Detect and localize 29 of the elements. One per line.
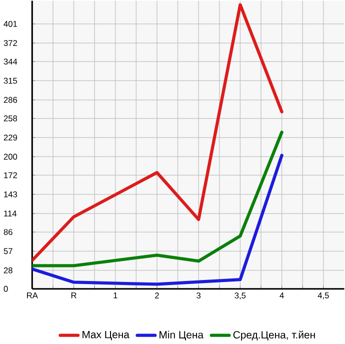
y-tick-label: 344 [4, 58, 18, 64]
y-tick-label: 315 [4, 78, 18, 84]
y-tick-label: 372 [4, 40, 17, 46]
line-series [32, 130, 284, 268]
y-tick-label: 258 [4, 115, 18, 122]
y-tick-label: 200 [4, 154, 18, 160]
y-tick-label: 286 [4, 96, 18, 103]
y-tick-label: 172 [4, 172, 17, 178]
x-tick-label: RA [27, 292, 38, 298]
legend-label: Сред.Цена, т.йен [233, 330, 315, 341]
x-tick-label: 3,5 [234, 292, 246, 300]
x-tick-label: R [71, 292, 76, 298]
y-tick-label: 114 [4, 210, 17, 216]
y-tick-label: 0 [4, 286, 8, 292]
legend-label: Min Цена [160, 330, 204, 340]
x-tick-label: 1 [114, 292, 118, 298]
x-tick-label: 4 [280, 292, 284, 298]
y-tick-label: 229 [4, 134, 18, 140]
y-tick-label: 86 [4, 229, 12, 235]
y-tick-label: 28 [4, 267, 12, 274]
legend-label: Max Цена [82, 330, 130, 340]
line-series [32, 3, 284, 262]
y-tick-label: 143 [4, 191, 18, 198]
y-tick-label: 57 [4, 248, 12, 254]
line-series [32, 154, 284, 286]
x-tick-label: 4,5 [318, 292, 329, 300]
x-tick-label: 2 [155, 292, 159, 298]
y-tick-label: 401 [4, 20, 18, 27]
x-tick-label: 3 [196, 292, 201, 298]
